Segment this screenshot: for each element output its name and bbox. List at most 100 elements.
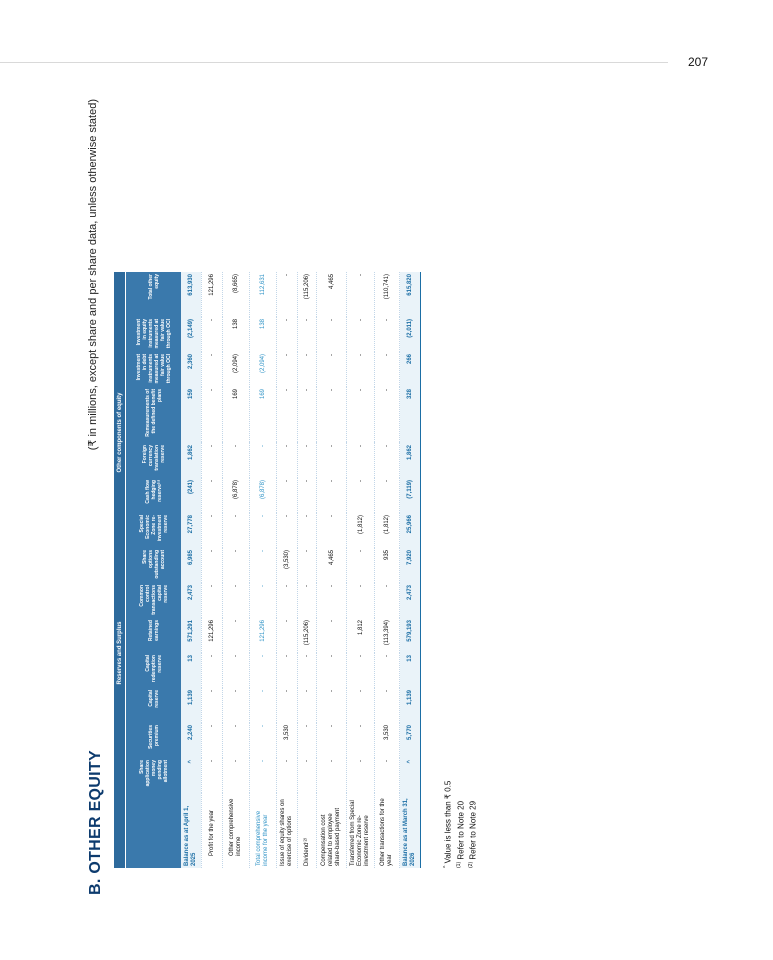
column-header: Share options outstanding account: [125, 548, 181, 583]
table-cell: -: [297, 583, 317, 618]
column-header: Remeasurements of the defined benefit pl…: [125, 387, 181, 443]
table-cell: 121,296: [201, 272, 223, 317]
table-cell: -: [276, 272, 298, 317]
table-cell: 169: [222, 387, 250, 443]
table-cell: -: [374, 758, 400, 793]
footnote-mark: (2): [468, 861, 475, 868]
table-cell: -: [276, 758, 298, 793]
table-cell: 1,862: [181, 443, 202, 478]
table-cell: -: [201, 688, 223, 723]
table-cell: -: [201, 758, 223, 793]
table-cell: -: [374, 583, 400, 618]
footnote-mark: (1): [455, 861, 462, 868]
table-cell: ^: [181, 758, 202, 793]
table-cell: -: [201, 478, 223, 513]
table-cell: -: [316, 352, 347, 387]
table-cell: 169: [249, 387, 277, 443]
table-cell: 112,631: [249, 272, 277, 317]
table-cell: (1,812): [346, 513, 375, 548]
table-cell: -: [346, 688, 375, 723]
table-cell: 935: [374, 548, 400, 583]
header-rule: [0, 62, 668, 63]
table-cell: (2,094): [249, 352, 277, 387]
footnotes: ^ Value is less than ₹ 0.5 (1) Refer to N…: [441, 781, 479, 868]
table-row: Total comprehensive income for the year -…: [249, 272, 277, 868]
table-cell: 3,530: [374, 723, 400, 758]
table-cell: 2,473: [399, 583, 421, 618]
row-label: Balance as at March 31, 2026: [399, 793, 421, 868]
table-cell: (113,394): [374, 618, 400, 653]
table-row: Compensation cost related to employee sh…: [316, 272, 347, 868]
table-cell: -: [297, 653, 317, 688]
table-cell: 615,820: [399, 272, 421, 317]
table-cell: -: [276, 618, 298, 653]
table-cell: -: [346, 758, 375, 793]
table-cell: -: [316, 317, 347, 352]
table-cell: -: [222, 548, 250, 583]
table-cell: -: [316, 478, 347, 513]
table-cell: 1,139: [399, 688, 421, 723]
column-header: Share application money pending allotmen…: [125, 758, 181, 793]
table-cell: (6,878): [222, 478, 250, 513]
table-cell: -: [346, 317, 375, 352]
table-cell: -: [316, 513, 347, 548]
table-cell: -: [249, 723, 277, 758]
table-cell: -: [201, 387, 223, 443]
table-cell: -: [201, 548, 223, 583]
table-cell: -: [222, 688, 250, 723]
table-cell: -: [346, 352, 375, 387]
table-cell: -: [276, 443, 298, 478]
table-cell: -: [201, 352, 223, 387]
table-cell: -: [249, 513, 277, 548]
table-cell: -: [316, 443, 347, 478]
table-cell: -: [346, 272, 375, 317]
table-cell: (2,149): [181, 317, 202, 352]
table-row: Profit for the year - - - -121,296- - - - - - - -12…: [201, 272, 223, 868]
column-header: Investment in debt instruments measured …: [125, 352, 181, 387]
table-cell: -: [297, 443, 317, 478]
table-cell: ^: [399, 758, 421, 793]
column-header: Total other equity: [125, 272, 181, 317]
footnote: ^ Value is less than ₹ 0.5: [441, 781, 454, 868]
table-cell: -: [346, 478, 375, 513]
table-cell: 1,862: [399, 443, 421, 478]
column-header: Retained earnings: [125, 618, 181, 653]
table-cell: -: [222, 723, 250, 758]
table-cell: -: [374, 387, 400, 443]
group-other-components: Other components of equity: [114, 317, 126, 548]
table-cell: 13: [181, 653, 202, 688]
table-cell: -: [374, 317, 400, 352]
table-cell: (110,741): [374, 272, 400, 317]
table-cell: -: [316, 583, 347, 618]
table-cell: -: [346, 548, 375, 583]
row-label: Dividend⁽²⁾: [297, 793, 317, 868]
table-cell: -: [374, 653, 400, 688]
table-cell: -: [297, 352, 317, 387]
table-row: Balance as at March 31, 2026 ^ 5,770 1,139 1…: [399, 272, 421, 868]
table-cell: (7,119): [399, 478, 421, 513]
table-cell: -: [297, 723, 317, 758]
table-cell: (3,530): [276, 548, 298, 583]
table-cell: -: [346, 387, 375, 443]
table-cell: 6,985: [181, 548, 202, 583]
table-cell: -: [346, 443, 375, 478]
table-cell: -: [249, 688, 277, 723]
column-header: Cash flow hedging reserve⁽¹⁾: [125, 478, 181, 513]
column-header: Capital reserve: [125, 688, 181, 723]
table-cell: -: [222, 758, 250, 793]
table-cell: (2,094): [222, 352, 250, 387]
footnote-mark: ^: [443, 865, 449, 868]
table-cell: 13: [399, 653, 421, 688]
table-cell: -: [249, 443, 277, 478]
page-number: 207: [688, 55, 709, 69]
table-cell: 613,930: [181, 272, 202, 317]
column-header: Common control transactions capital rese…: [125, 583, 181, 618]
table-cell: -: [201, 443, 223, 478]
table-cell: -: [374, 352, 400, 387]
table-cell: 2,240: [181, 723, 202, 758]
table-cell: -: [346, 583, 375, 618]
column-header: Securities premium: [125, 723, 181, 758]
table-cell: (115,206): [297, 272, 317, 317]
section-heading: B. OTHER EQUITY: [87, 750, 104, 895]
table-cell: -: [249, 583, 277, 618]
